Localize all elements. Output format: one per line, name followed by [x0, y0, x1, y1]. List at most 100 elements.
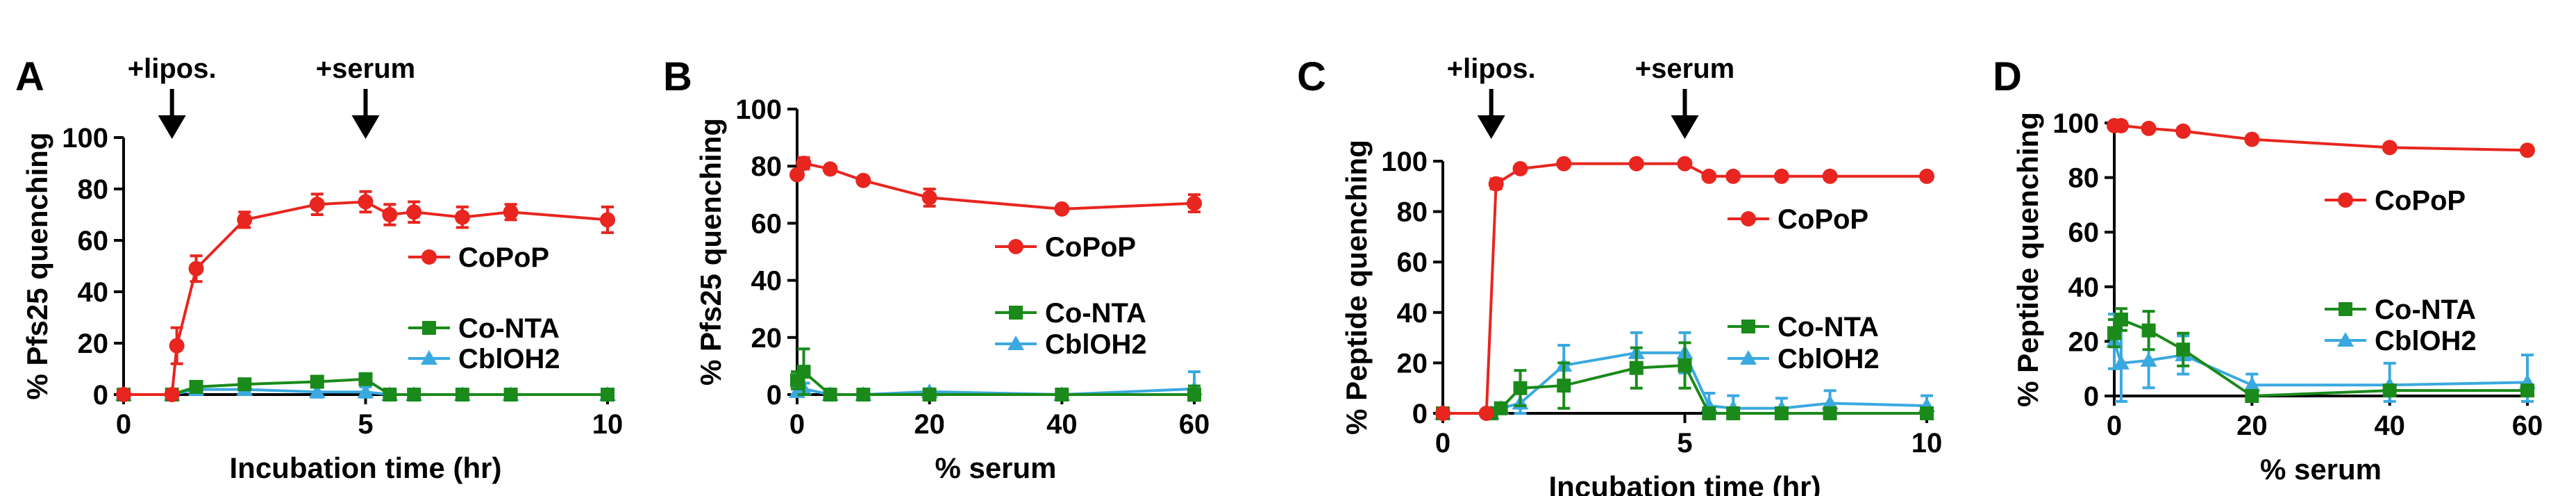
panel-letter: B	[663, 54, 692, 99]
y-tick-label: 20	[2068, 326, 2100, 357]
x-tick-label: 40	[1046, 409, 1078, 440]
arrow-label: +lipos.	[128, 53, 217, 84]
legend-marker	[1007, 336, 1024, 350]
data-point	[1677, 156, 1693, 172]
y-tick-label: 80	[2068, 163, 2100, 194]
legend-label: CblOH2	[458, 344, 560, 374]
data-point	[856, 388, 871, 402]
y-tick-label: 0	[93, 380, 108, 411]
data-point	[188, 261, 204, 276]
legend-label: CoPoP	[1778, 204, 1868, 235]
y-tick-label: 100	[2052, 108, 2099, 139]
legend-marker	[1008, 239, 1023, 254]
data-point	[1187, 388, 1201, 402]
y-tick-label: 100	[1381, 147, 1428, 177]
series-copop	[789, 156, 1202, 217]
data-point	[1629, 361, 1644, 375]
data-point	[237, 212, 253, 228]
panel-letter: A	[15, 54, 44, 99]
x-tick-label: 0	[116, 409, 131, 440]
y-tick-label: 100	[62, 123, 108, 154]
legend-marker	[2339, 302, 2352, 316]
legend-marker	[2337, 332, 2354, 347]
y-tick-label: 20	[751, 323, 783, 354]
series-line	[1443, 162, 1927, 415]
legend-marker	[421, 249, 437, 265]
data-point	[1821, 395, 1839, 410]
y-tick-label: 60	[2068, 217, 2100, 248]
y-tick-label: 60	[78, 226, 109, 256]
series-cbloh2	[789, 370, 1203, 402]
data-point	[2141, 323, 2156, 338]
data-point	[789, 167, 805, 183]
series-conta	[790, 347, 1201, 402]
data-point	[921, 190, 937, 206]
data-point	[1513, 381, 1528, 395]
y-tick-label: 0	[1412, 399, 1428, 429]
data-point	[1187, 195, 1202, 211]
data-point	[382, 207, 398, 222]
data-point	[2382, 140, 2398, 156]
data-point	[1773, 168, 1789, 184]
y-tick-label: 0	[767, 380, 782, 411]
legend-marker	[1740, 350, 1757, 365]
data-point	[1478, 406, 1494, 421]
data-point	[2114, 312, 2128, 326]
x-axis-label: % serum	[935, 452, 1056, 484]
x-axis-label: Incubation time (hr)	[230, 452, 502, 484]
data-point	[1054, 201, 1070, 217]
legend-label: Co-NTA	[1778, 312, 1879, 342]
data-point	[455, 388, 469, 402]
y-tick-label: 80	[751, 151, 783, 182]
legend-marker	[1741, 211, 1756, 226]
data-point	[2520, 142, 2535, 158]
data-point	[2113, 117, 2129, 133]
x-tick-label: 60	[2512, 411, 2543, 441]
legend-label: CblOH2	[1778, 344, 1880, 374]
data-point	[310, 374, 324, 389]
data-point	[358, 194, 374, 210]
panel-d: D 0 20 40 60 80 100 0 20 40 60 % serum % Peptide que…	[1993, 54, 2543, 486]
x-tick-label: 0	[789, 409, 805, 440]
x-tick-label: 60	[1179, 409, 1210, 440]
data-point	[796, 365, 811, 379]
data-point	[116, 387, 131, 402]
y-tick-label: 60	[1397, 247, 1428, 278]
x-tick-label: 20	[2236, 411, 2268, 441]
data-point	[503, 388, 518, 402]
panel-c: C 0 20 40 60 80 100 0 5 10 Incubation time (hr) % P…	[1297, 53, 1942, 496]
x-axis-label: Incubation time (hr)	[1549, 470, 1821, 496]
data-point	[1628, 156, 1644, 172]
x-tick-label: 0	[2107, 411, 2122, 441]
data-point	[2244, 131, 2260, 147]
data-point	[503, 204, 519, 220]
data-point	[1774, 406, 1789, 420]
data-point	[1512, 160, 1528, 176]
legend-marker	[1741, 320, 1755, 333]
data-point	[308, 383, 326, 399]
data-point	[169, 338, 185, 354]
data-point	[1822, 168, 1838, 184]
data-point	[189, 379, 203, 394]
data-point	[164, 387, 180, 402]
data-point	[1055, 388, 1069, 402]
y-tick-label: 20	[1397, 348, 1428, 379]
legend-label: Co-NTA	[458, 313, 560, 344]
arrow-label: +serum	[1635, 53, 1734, 84]
arrow-head	[1671, 115, 1699, 139]
data-point	[855, 172, 871, 188]
arrow-head	[351, 115, 380, 139]
series-line	[796, 161, 1195, 210]
series-copop	[1435, 156, 1934, 421]
data-point	[796, 156, 812, 172]
data-point	[1435, 406, 1450, 421]
data-point	[2112, 354, 2130, 370]
y-axis-label: % Pfs25 quenching	[21, 132, 53, 399]
data-point	[237, 377, 252, 392]
x-axis-label: % serum	[2260, 453, 2382, 486]
legend-marker	[1009, 306, 1023, 320]
y-tick-label: 40	[78, 277, 109, 308]
